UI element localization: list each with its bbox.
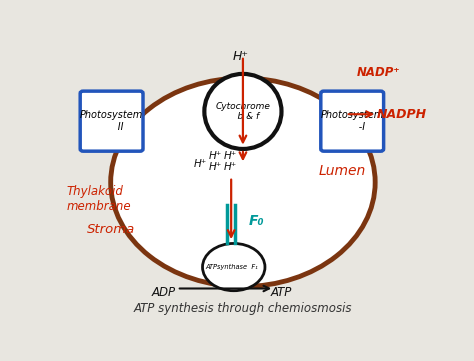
Text: Photosystem
      -I: Photosystem -I [320, 110, 384, 132]
Text: NADPH: NADPH [377, 108, 427, 121]
Text: ATP: ATP [271, 286, 292, 299]
Text: H⁺: H⁺ [194, 159, 207, 169]
Text: Photosystem
      II: Photosystem II [80, 110, 143, 132]
Text: H⁺: H⁺ [209, 151, 222, 161]
Text: Cytochrome
    b & f: Cytochrome b & f [216, 102, 270, 121]
Text: Thylakoid
membrane: Thylakoid membrane [66, 185, 131, 213]
Text: Lumen: Lumen [319, 164, 366, 178]
Text: H⁺: H⁺ [223, 162, 237, 172]
Circle shape [202, 243, 265, 291]
Text: Stroma: Stroma [87, 223, 135, 236]
FancyBboxPatch shape [321, 91, 383, 151]
Text: H⁺: H⁺ [233, 50, 249, 63]
Ellipse shape [204, 74, 282, 149]
Text: NADP⁺: NADP⁺ [357, 66, 401, 79]
Text: F₀: F₀ [248, 214, 264, 228]
Text: H⁺: H⁺ [209, 162, 222, 172]
Text: ADP: ADP [152, 286, 176, 299]
FancyBboxPatch shape [80, 91, 143, 151]
Text: ATP synthesis through chemiosmosis: ATP synthesis through chemiosmosis [134, 302, 352, 315]
Text: ATPsynthase  F₁: ATPsynthase F₁ [206, 264, 258, 270]
Ellipse shape [110, 78, 375, 287]
Text: H⁺: H⁺ [223, 151, 237, 161]
